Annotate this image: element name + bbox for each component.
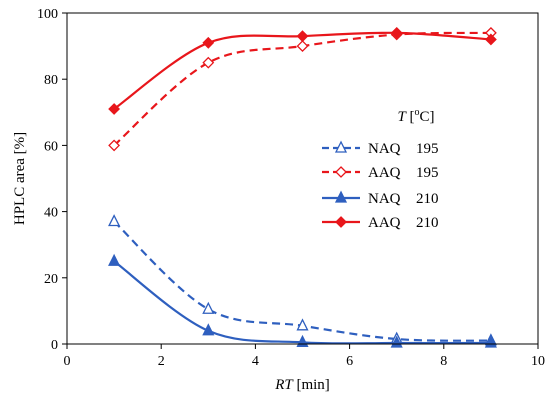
data-point: [296, 30, 309, 43]
y-tick-label: 0: [51, 338, 58, 353]
legend-title: T [oC]: [397, 107, 434, 125]
x-tick-label: 0: [64, 354, 71, 369]
data-point: [202, 301, 215, 314]
y-tick-label: 20: [44, 272, 58, 287]
legend-marker: [334, 140, 348, 153]
data-point: [390, 335, 403, 348]
legend-entry: AAQ 210: [322, 215, 439, 231]
data-point: [108, 139, 121, 152]
x-tick-label: 4: [252, 354, 259, 369]
data-point: [202, 56, 215, 69]
series-aaq-195: [108, 26, 497, 152]
data-point: [108, 214, 121, 227]
y-tick-label: 40: [44, 206, 58, 221]
plot-frame: [66, 12, 539, 345]
legend-entry: NAQ 195: [322, 140, 439, 157]
series-line: [113, 260, 491, 345]
data-point: [108, 253, 121, 266]
data-point: [108, 103, 121, 115]
data-point: [390, 26, 403, 39]
series-layer: [108, 26, 497, 348]
legend-series-temperature: 195: [416, 141, 439, 157]
y-tick-label: 60: [44, 139, 58, 154]
x-tick-label: 6: [346, 354, 353, 369]
data-point: [202, 36, 215, 49]
data-point: [484, 335, 497, 348]
legend-series-temperature: 195: [416, 165, 439, 181]
series-naq-195: [108, 214, 497, 346]
legend: T [oC] NAQ 195 AAQ 195 NAQ 210 AAQ 210: [322, 107, 439, 231]
x-axis-title-italic: RT: [274, 377, 294, 393]
legend-series-name: AAQ: [368, 165, 401, 181]
x-tick-label: 10: [531, 354, 545, 369]
data-point: [202, 323, 215, 336]
series-aaq-210: [108, 26, 497, 115]
legend-marker: [335, 166, 347, 178]
legend-title-close: C]: [420, 109, 435, 125]
x-axis-title: RT [min]: [274, 377, 330, 393]
legend-marker: [335, 216, 347, 228]
data-point: [296, 318, 309, 331]
x-axis-title-unit: [min]: [293, 377, 330, 393]
legend-title-open: [: [406, 109, 415, 125]
data-point: [484, 33, 497, 46]
legend-title-italic: T: [397, 109, 407, 125]
x-tick-label: 8: [440, 354, 447, 369]
legend-series-temperature: 210: [416, 191, 439, 207]
legend-title-superscript: o: [415, 107, 420, 118]
legend-entry: AAQ 195: [322, 165, 439, 181]
x-tick-label: 2: [158, 354, 165, 369]
y-axis-title: HPLC area [%]: [12, 132, 28, 225]
y-tick-label: 100: [37, 7, 58, 22]
legend-series-temperature: 210: [416, 215, 439, 231]
legend-marker: [334, 190, 348, 203]
data-point: [296, 40, 309, 53]
legend-series-name: AAQ: [368, 215, 401, 231]
legend-series-name: NAQ: [368, 141, 401, 157]
y-tick-label: 80: [44, 73, 58, 88]
legend-entry: NAQ 210: [322, 190, 439, 207]
series-naq-210: [108, 253, 497, 348]
legend-series-name: NAQ: [368, 191, 401, 207]
